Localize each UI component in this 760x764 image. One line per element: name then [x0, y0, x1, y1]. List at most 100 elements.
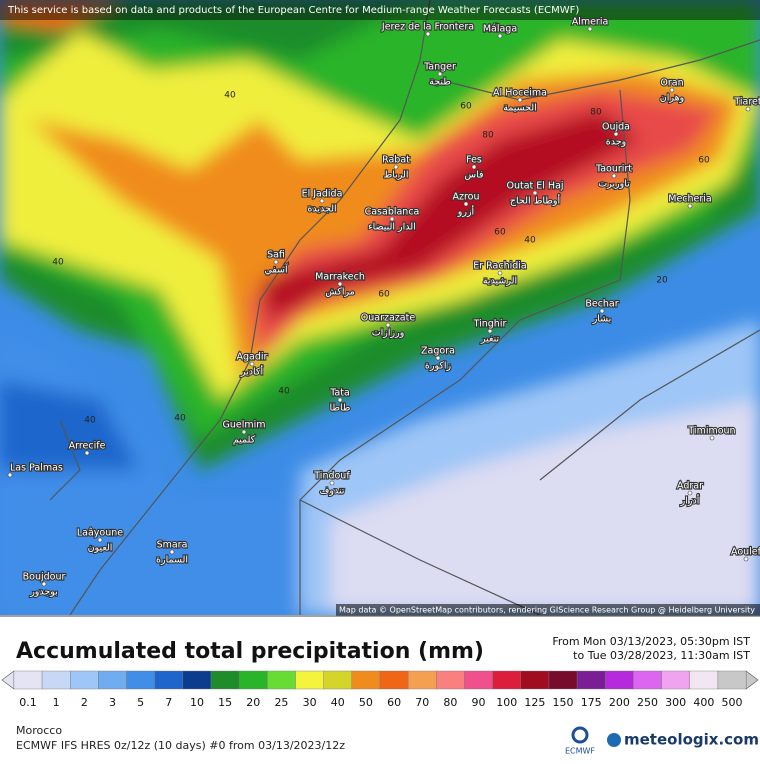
meteologix-logo: meteologix.com — [624, 731, 759, 749]
city-name: Azrou — [452, 192, 479, 203]
city-name: Mecheria — [668, 194, 712, 205]
city-marker — [613, 131, 619, 137]
contour-label: 60 — [378, 290, 390, 300]
legend-label: 40 — [331, 696, 345, 709]
city-name: Jerez de la Frontera — [381, 22, 474, 33]
city-name: Adrar — [677, 481, 703, 492]
legend-swatch — [13, 670, 43, 690]
ecmwf-icon — [571, 726, 589, 744]
city-marker — [389, 216, 395, 222]
contour-label: 60 — [494, 228, 506, 238]
legend-label: 70 — [415, 696, 429, 709]
city-marker — [587, 26, 593, 32]
city-name: Arrecife — [69, 441, 106, 452]
city-marker — [329, 480, 335, 486]
legend-swatch — [633, 670, 662, 690]
legend-label: 2 — [81, 696, 88, 709]
city-local-name: الجديدة — [307, 204, 336, 215]
city-name: Outat El Haj — [506, 181, 563, 192]
city-local-name: زاكورة — [425, 361, 452, 372]
city-marker — [337, 397, 343, 403]
city-name: Fes — [466, 155, 482, 166]
city-marker — [532, 190, 538, 196]
city-local-name: وجدة — [606, 137, 626, 148]
city-marker — [319, 198, 325, 204]
city-name: Safi — [267, 250, 285, 261]
city-name: Tindouf — [313, 471, 350, 482]
contour-label: 20 — [656, 276, 668, 286]
date-from: From Mon 03/13/2023, 05:30pm IST — [552, 635, 750, 648]
city-marker — [84, 450, 90, 456]
legend-label: 7 — [165, 696, 172, 709]
city-local-name: طنجة — [429, 77, 451, 88]
contour-label: 40 — [84, 416, 96, 426]
city-name: Almeria — [572, 17, 609, 28]
notice: This service is based on data and produc… — [7, 5, 579, 16]
contour-label: 80 — [590, 108, 602, 118]
legend-title: Accumulated total precipitation (mm) — [16, 639, 484, 664]
map — [0, 0, 760, 615]
legend-label: 400 — [693, 696, 714, 709]
legend-label: 250 — [637, 696, 658, 709]
legend-label: 5 — [137, 696, 144, 709]
city-name: Bechar — [585, 299, 618, 310]
date-to: to Tue 03/28/2023, 11:30am IST — [573, 649, 750, 662]
city-local-name: أوطاط الحاج — [510, 194, 561, 207]
city-marker — [687, 490, 693, 496]
city-local-name: مراكش — [325, 287, 355, 298]
contour-label: 40 — [174, 414, 186, 424]
legend-label: 60 — [387, 696, 401, 709]
city-name: Casablanca — [365, 207, 420, 218]
city-marker — [393, 164, 399, 170]
region: Morocco — [16, 724, 62, 737]
contour-label: 80 — [482, 131, 494, 141]
city-marker — [273, 259, 279, 265]
legend-swatch — [267, 670, 296, 690]
city-name: Tanger — [423, 62, 456, 73]
legend-swatch — [492, 670, 522, 690]
city-name: Aoulef — [731, 547, 760, 558]
legend-swatch — [605, 670, 634, 690]
legend-swatch — [98, 670, 127, 690]
city-marker — [435, 355, 441, 361]
legend-label: 50 — [359, 696, 373, 709]
city-marker — [611, 173, 617, 179]
legend-label: 500 — [722, 696, 743, 709]
meteologix-icon — [607, 733, 621, 747]
legend-swatch — [576, 670, 606, 690]
city-name: Boujdour — [23, 572, 66, 583]
legend-label: 30 — [303, 696, 317, 709]
city-name: Oujda — [602, 122, 630, 133]
city-name: Guelmim — [222, 420, 265, 431]
city-name: Málaga — [483, 24, 517, 35]
contour-label: 40 — [278, 387, 290, 397]
contour-label: 40 — [524, 236, 536, 246]
city-marker — [425, 31, 431, 37]
legend-swatch — [238, 670, 268, 690]
model-info: ECMWF IFS HRES 0z/12z (10 days) #0 from … — [16, 739, 345, 752]
legend-swatch — [717, 670, 747, 690]
city-name: Taourirt — [595, 164, 632, 175]
city-local-name: وهران — [660, 93, 684, 104]
city-marker — [599, 308, 605, 314]
legend-label: 1 — [53, 696, 60, 709]
legend-swatch — [548, 670, 578, 690]
legend-label: 90 — [472, 696, 486, 709]
city-marker — [241, 429, 247, 435]
contour-label: 60 — [460, 102, 472, 112]
city-marker — [497, 33, 503, 39]
city-local-name: ورزازات — [372, 328, 405, 339]
city-name: Oran — [660, 78, 683, 89]
city-local-name: آسفي — [264, 263, 288, 276]
city-marker — [249, 361, 255, 367]
legend-swatch — [407, 670, 437, 690]
city-marker — [669, 87, 675, 93]
notice-bar — [0, 0, 760, 20]
city-name: Tiaret — [733, 97, 760, 108]
legend-label: 300 — [665, 696, 686, 709]
city-local-name: الرشيدية — [483, 276, 517, 287]
legend-swatch — [520, 670, 550, 690]
city-local-name: الرباط — [383, 170, 408, 181]
city-name: Tata — [329, 388, 350, 399]
legend-label: 100 — [496, 696, 517, 709]
